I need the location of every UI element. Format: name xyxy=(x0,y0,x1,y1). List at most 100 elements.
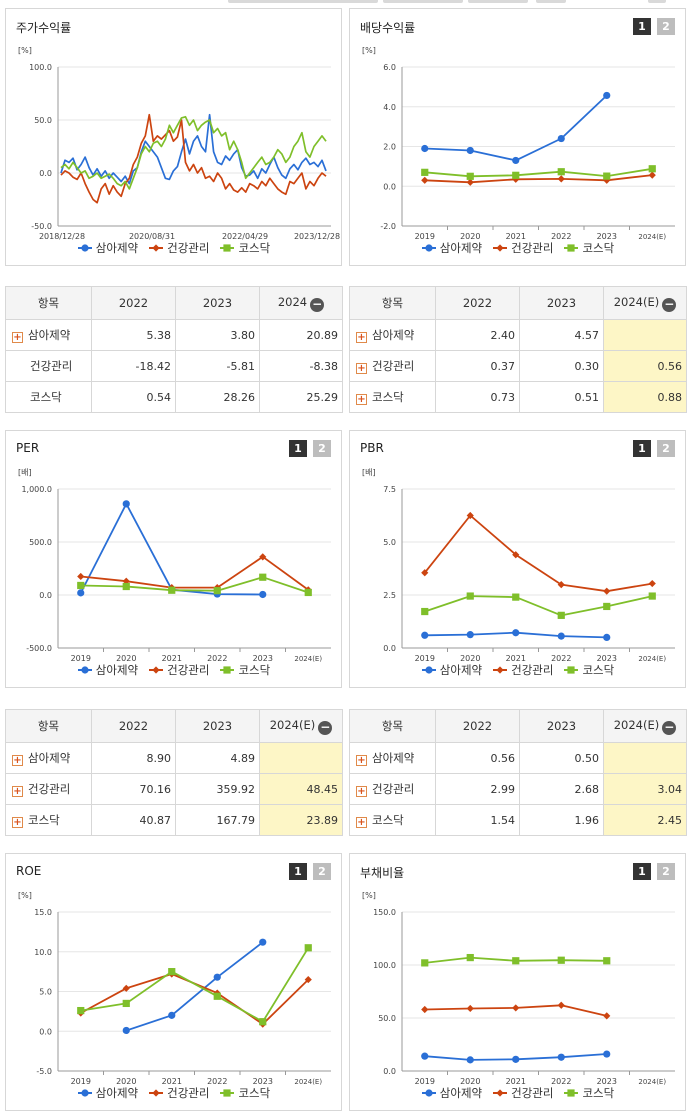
data-point xyxy=(603,172,611,180)
expand-icon[interactable]: + xyxy=(356,786,367,797)
legend-marker xyxy=(425,666,433,674)
data-point xyxy=(512,1055,520,1063)
data-point xyxy=(466,1004,474,1013)
switch-1-button[interactable]: 1 xyxy=(633,18,651,35)
column-header: 항목 xyxy=(349,709,436,743)
data-point xyxy=(421,631,429,639)
y-tick-label: 1,000.0 xyxy=(21,485,52,494)
legend-marker xyxy=(81,1089,89,1097)
x-tick-label: 2020 xyxy=(460,232,480,241)
series-line xyxy=(80,973,309,1025)
y-tick-label: 0.0 xyxy=(39,1027,52,1036)
legend-label: 코스닥 xyxy=(238,241,271,255)
legend-marker-icon xyxy=(421,666,436,674)
legend: 삼아제약 건강관리 코스닥 xyxy=(6,662,341,678)
row-label[interactable]: + 코스닥 xyxy=(349,381,436,413)
data-point xyxy=(557,1053,565,1061)
y-tick-label: -50.0 xyxy=(31,222,52,231)
x-tick-label: 2023 xyxy=(597,654,617,663)
data-point xyxy=(122,582,130,591)
table-cell: 1.96 xyxy=(519,804,604,836)
x-tick-label: 2019 xyxy=(71,1077,91,1086)
table-row: + 건강관리 0.37 0.30 0.56 xyxy=(349,350,687,382)
row-label[interactable]: + 삼아제약 xyxy=(349,742,436,774)
dividend-table: 항목 2022 2023 2024(E) − + 삼아제약 2.40 4.57 + 건강관리 0.37… xyxy=(349,286,687,413)
roe-panel: ROE 1 2 [%] 15.0 10.0 5.0 0.0 -5.0 2019 2020 202… xyxy=(5,853,342,1111)
expand-icon[interactable]: + xyxy=(12,817,23,828)
data-point xyxy=(421,1005,429,1014)
data-point xyxy=(466,178,474,186)
switch-2-button[interactable]: 2 xyxy=(657,440,675,457)
legend-marker xyxy=(152,666,160,674)
pbr-panel: PBR 1 2 [배] 7.5 5.0 2.5 0.0 2019 2020 2021 2022 2… xyxy=(349,430,686,688)
expand-icon[interactable]: + xyxy=(356,817,367,828)
expand-icon[interactable]: + xyxy=(12,332,23,343)
legend-label: 건강관리 xyxy=(167,241,210,255)
row-label[interactable]: + 건강관리 xyxy=(349,350,436,382)
switch-1-button[interactable]: 1 xyxy=(633,863,651,880)
legend-item: 코스닥 xyxy=(563,1085,614,1101)
panel-title: PBR xyxy=(360,441,384,455)
series-3 xyxy=(77,573,312,597)
data-point xyxy=(421,607,429,616)
legend-item: 코스닥 xyxy=(219,1085,270,1101)
row-label[interactable]: + 코스닥 xyxy=(5,804,92,836)
row-label[interactable]: + 삼아제약 xyxy=(5,319,92,351)
switch-2-button[interactable]: 2 xyxy=(657,863,675,880)
legend-marker-icon xyxy=(220,1089,235,1097)
data-point xyxy=(259,590,267,599)
series-line xyxy=(80,947,310,1023)
collapse-icon[interactable]: − xyxy=(662,296,677,312)
series-line xyxy=(126,941,264,1032)
pbr-chart: [배] 7.5 5.0 2.5 0.0 2019 2020 2021 2022 2023 2024(… xyxy=(362,468,675,663)
legend-item: 건강관리 xyxy=(148,1085,209,1101)
data-point xyxy=(77,1006,85,1015)
expand-icon[interactable]: + xyxy=(356,332,367,343)
view-switch: 1 2 xyxy=(633,18,675,35)
panel-title: PER xyxy=(16,441,40,455)
view-switch: 1 2 xyxy=(289,440,331,457)
collapse-icon[interactable]: − xyxy=(310,296,325,312)
table-cell: 0.54 xyxy=(91,381,176,413)
data-point xyxy=(77,581,85,590)
expand-icon[interactable]: + xyxy=(356,755,367,766)
x-tick-label: 2018/12/28 xyxy=(39,232,85,241)
column-header: 2022 xyxy=(91,286,176,320)
x-tick-label: 2020 xyxy=(116,1077,136,1086)
column-header: 항목 xyxy=(349,286,436,320)
switch-2-button[interactable]: 2 xyxy=(313,440,331,457)
legend-marker-icon xyxy=(564,1089,579,1097)
series-line xyxy=(60,113,327,185)
table-row: + 코스닥 1.54 1.96 2.45 xyxy=(349,804,687,836)
collapse-icon[interactable]: − xyxy=(318,719,333,735)
table-cell: 0.30 xyxy=(519,350,604,382)
column-header: 2022 xyxy=(91,709,176,743)
data-point xyxy=(648,579,656,588)
data-point xyxy=(421,168,429,176)
switch-1-button[interactable]: 1 xyxy=(289,440,307,457)
expand-icon[interactable]: + xyxy=(356,363,367,374)
collapse-icon[interactable]: − xyxy=(662,719,677,735)
expand-icon[interactable]: + xyxy=(12,755,23,766)
legend-item: 건강관리 xyxy=(492,240,553,256)
table-cell: 4.57 xyxy=(519,319,604,351)
switch-2-button[interactable]: 2 xyxy=(657,18,675,35)
row-label[interactable]: + 삼아제약 xyxy=(5,742,92,774)
expand-icon[interactable]: + xyxy=(12,786,23,797)
switch-1-button[interactable]: 1 xyxy=(289,863,307,880)
x-tick-label: 2022 xyxy=(207,1077,227,1086)
switch-1-button[interactable]: 1 xyxy=(633,440,651,457)
row-label[interactable]: + 건강관리 xyxy=(5,773,92,805)
row-label[interactable]: + 삼아제약 xyxy=(349,319,436,351)
data-point xyxy=(466,146,474,155)
legend-item: 삼아제약 xyxy=(77,1085,138,1101)
row-label[interactable]: + 코스닥 xyxy=(349,804,436,836)
legend-marker xyxy=(496,666,504,674)
expand-icon[interactable]: + xyxy=(356,394,367,405)
switch-2-button[interactable]: 2 xyxy=(313,863,331,880)
data-point xyxy=(557,168,565,176)
data-point xyxy=(122,984,130,992)
x-tick-label: 2020 xyxy=(460,1077,480,1086)
row-label[interactable]: + 건강관리 xyxy=(349,773,436,805)
